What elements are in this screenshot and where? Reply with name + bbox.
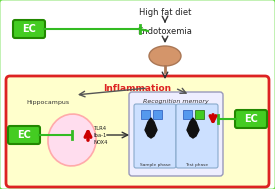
Text: Inflammation: Inflammation [103,84,171,93]
Ellipse shape [48,114,96,166]
Text: EC: EC [17,130,31,140]
Ellipse shape [149,46,181,66]
FancyBboxPatch shape [13,20,45,38]
Bar [153,110,162,119]
Text: TLR4
Iba-1
NOX4: TLR4 Iba-1 NOX4 [94,126,109,145]
FancyBboxPatch shape [176,104,218,168]
FancyBboxPatch shape [235,110,267,128]
FancyBboxPatch shape [8,126,40,144]
FancyBboxPatch shape [129,92,223,176]
Text: Test phase: Test phase [185,163,208,167]
Bar [195,110,204,119]
Polygon shape [145,118,157,138]
Text: Hippocampus: Hippocampus [26,100,70,105]
Text: EC: EC [244,114,258,124]
Text: Endotoxemia: Endotoxemia [138,27,192,36]
Text: Recognition memory: Recognition memory [143,99,209,104]
Bar [183,110,192,119]
Text: Sample phase: Sample phase [140,163,170,167]
FancyBboxPatch shape [6,76,269,187]
FancyBboxPatch shape [134,104,176,168]
Text: EC: EC [22,24,36,34]
Polygon shape [187,118,199,138]
Bar [141,110,150,119]
Text: High fat diet: High fat diet [139,8,191,17]
